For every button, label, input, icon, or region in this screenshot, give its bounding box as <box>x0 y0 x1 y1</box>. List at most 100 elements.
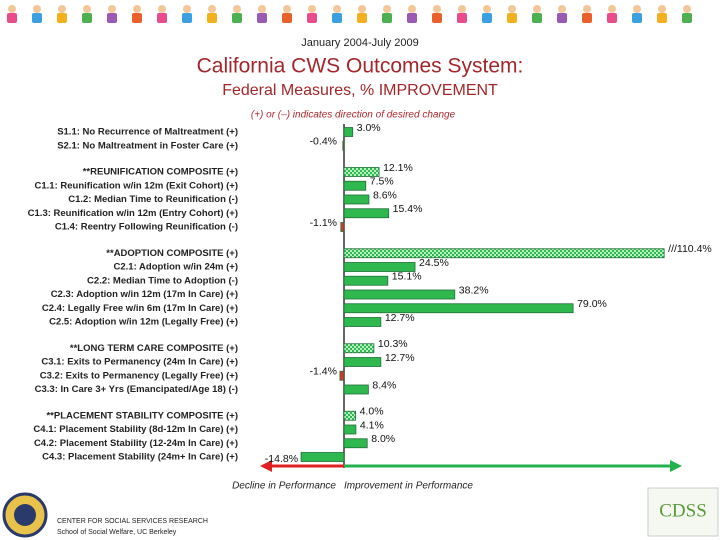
value-label: -14.8% <box>265 453 298 465</box>
kid-body <box>682 13 692 23</box>
kid-head <box>258 5 266 13</box>
date-range: January 2004-July 2009 <box>301 37 418 49</box>
category-label: C1.1: Reunification w/in 12m (Exit Cohor… <box>35 180 238 191</box>
logo: CDSS <box>659 500 707 521</box>
kid-head <box>108 5 116 13</box>
right-axis-label: Improvement in Performance <box>344 481 473 492</box>
category-label: C4.1: Placement Stability (8d-12m In Car… <box>33 424 238 435</box>
decline-arrow-head <box>260 460 272 472</box>
kid-body <box>332 13 342 23</box>
kid-head <box>58 5 66 13</box>
value-label: 15.4% <box>393 203 423 215</box>
bar <box>343 180 367 191</box>
logo-box <box>647 487 719 537</box>
kid-head <box>408 5 416 13</box>
category-label: C1.3: Reunification w/in 12m (Entry Coho… <box>28 208 238 219</box>
kid-head <box>283 5 291 13</box>
kid-head <box>33 5 41 13</box>
value-label: 7.5% <box>370 176 394 188</box>
kid-head <box>158 5 166 13</box>
kid-head <box>83 5 91 13</box>
kid-body <box>182 13 192 23</box>
value-label: ///110.4% <box>668 243 712 255</box>
bar <box>343 275 389 286</box>
bar <box>343 384 369 395</box>
value-label: 4.0% <box>360 406 384 418</box>
kid-body <box>432 13 442 23</box>
kid-body <box>532 13 542 23</box>
kid-body <box>82 13 92 23</box>
kid-body <box>632 13 642 23</box>
kid-head <box>8 5 16 13</box>
kid-body <box>282 13 292 23</box>
category-label: S1.1: No Recurrence of Maltreatment (+) <box>57 127 238 138</box>
kid-head <box>558 5 566 13</box>
kid-head <box>458 5 466 13</box>
value-label: -0.4% <box>310 136 337 148</box>
bar <box>342 140 345 151</box>
kid-head <box>358 5 366 13</box>
value-label: 3.0% <box>357 122 381 134</box>
value-label: 12.7% <box>385 312 415 324</box>
category-label: C3.1: Exits to Permanency (24m In Care) … <box>41 357 238 368</box>
bar <box>343 208 390 219</box>
bar <box>300 452 345 462</box>
category-label: **REUNIFICATION COMPOSITE (+) <box>83 167 238 178</box>
bar <box>343 127 354 137</box>
value-label: -1.1% <box>310 217 337 229</box>
kid-body <box>107 13 117 23</box>
value-label: 8.6% <box>373 189 397 201</box>
kid-body <box>157 13 167 23</box>
footer-org: CENTER FOR SOCIAL SERVICES RESEARCH <box>57 518 208 525</box>
kid-body <box>232 13 242 23</box>
value-label: 15.1% <box>392 271 422 283</box>
category-label: **ADOPTION COMPOSITE (+) <box>106 248 238 259</box>
kid-head <box>308 5 316 13</box>
kid-body <box>557 13 567 23</box>
kid-head <box>658 5 666 13</box>
category-label: C4.2: Placement Stability (12-24m In Car… <box>34 438 238 449</box>
kid-head <box>183 5 191 13</box>
category-label: **LONG TERM CARE COMPOSITE (+) <box>70 343 238 354</box>
kid-body <box>7 13 17 23</box>
category-label: C2.2: Median Time to Adoption (-) <box>87 275 238 286</box>
kid-head <box>233 5 241 13</box>
value-label: 12.1% <box>383 162 413 174</box>
kid-head <box>583 5 591 13</box>
kid-head <box>608 5 616 13</box>
bar <box>340 222 345 232</box>
kid-head <box>433 5 441 13</box>
kid-body <box>582 13 592 23</box>
uc-seal <box>2 492 48 538</box>
bar <box>343 262 416 272</box>
kid-head <box>133 5 141 13</box>
bar <box>343 357 382 367</box>
kid-body <box>257 13 267 23</box>
value-label: 38.2% <box>459 284 489 296</box>
kid-body <box>382 13 392 23</box>
kid-head <box>208 5 216 13</box>
bar <box>343 303 574 314</box>
kid-head <box>683 5 691 13</box>
value-label: 10.3% <box>378 338 408 350</box>
category-label: C3.2: Exits to Permanency (Legally Free)… <box>40 370 238 381</box>
kid-body <box>307 13 317 23</box>
value-label: 8.0% <box>371 433 395 445</box>
bar <box>343 289 456 300</box>
category-label: **PLACEMENT STABILITY COMPOSITE (+) <box>46 410 238 421</box>
category-label: C4.3: Placement Stability (24m+ In Care)… <box>42 452 238 463</box>
bar <box>343 343 375 354</box>
note: (+) or (–) indicates direction of desire… <box>251 110 456 121</box>
value-label: 12.7% <box>385 352 415 364</box>
bar <box>339 370 345 381</box>
kid-body <box>57 13 67 23</box>
kid-body <box>32 13 42 23</box>
kids-banner <box>7 5 692 23</box>
chart-subtitle: Federal Measures, % IMPROVEMENT <box>222 82 498 99</box>
footer-school: School of Social Welfare, UC Berkeley <box>57 529 177 536</box>
category-label: C2.3: Adoption w/in 12m (17m In Care) (+… <box>51 289 238 300</box>
chart-title: California CWS Outcomes System: <box>197 55 524 78</box>
kid-body <box>507 13 517 23</box>
kid-body <box>482 13 492 23</box>
